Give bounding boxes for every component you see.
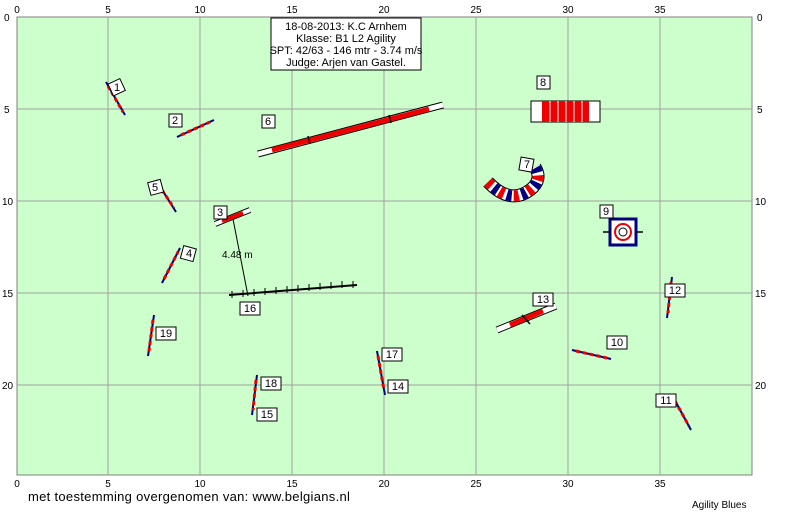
course-info-box: 18-08-2013: K.C Arnhem Klasse: B1 L2 Agi… [270, 17, 423, 71]
obstacle-number: 15 [261, 409, 273, 421]
obstacle-10-hurdle: 10 [571, 335, 628, 360]
obstacle-number: 3 [217, 207, 223, 219]
info-spt: SPT: 42/63 - 146 mtr - 3.74 m/s [270, 45, 423, 57]
x-tick-label: 10 [194, 5, 206, 16]
x-tick-label: 0 [14, 479, 20, 490]
obstacle-number: 5 [152, 182, 158, 194]
brand-text: Agility Blues [692, 500, 747, 511]
x-tick-label: 0 [14, 5, 20, 16]
obstacle-number: 19 [160, 328, 172, 340]
x-tick-label: 25 [470, 5, 482, 16]
obstacle-7-tunnel: 7 [483, 156, 545, 203]
obstacle-number: 13 [537, 294, 549, 306]
info-event: 18-08-2013: K.C Arnhem [285, 21, 407, 33]
y-axis-right: 0 5 10 15 20 [755, 13, 767, 392]
x-tick-label: 5 [105, 5, 111, 16]
obstacle-number: 2 [172, 115, 178, 127]
x-tick-label: 15 [286, 479, 298, 490]
y-tick-label: 20 [2, 381, 14, 392]
x-tick-label: 35 [654, 5, 666, 16]
obstacle-number: 7 [524, 159, 530, 171]
x-tick-label: 35 [654, 479, 666, 490]
y-tick-label: 15 [755, 289, 767, 300]
y-tick-label: 5 [757, 105, 763, 116]
obstacle-number: 12 [669, 285, 681, 297]
y-tick-label: 20 [755, 381, 767, 392]
obstacle-5-hurdle: 5 [147, 178, 177, 213]
obstacle-15-18-hurdle: 18 15 [251, 374, 282, 422]
y-axis-left: 0 5 10 15 20 [2, 13, 14, 392]
x-tick-label: 30 [562, 479, 574, 490]
x-tick-label: 5 [105, 479, 111, 490]
obstacle-number: 18 [265, 378, 277, 390]
obstacle-number: 4 [186, 248, 192, 260]
obstacle-13-seesaw: 13 [495, 292, 558, 334]
y-tick-label: 5 [4, 105, 10, 116]
obstacle-number: 16 [244, 303, 256, 315]
obstacle-number: 8 [540, 77, 546, 89]
obstacle-4-hurdle: 4 [161, 245, 197, 284]
obstacle-number: 9 [603, 206, 609, 218]
credit-text: met toestemming overgenomen van: www.bel… [28, 489, 351, 504]
y-tick-label: 0 [4, 13, 10, 24]
x-tick-label: 25 [470, 479, 482, 490]
x-tick-label: 15 [286, 5, 298, 16]
x-axis-bottom: 0 5 10 15 20 25 30 35 [14, 479, 666, 490]
y-tick-label: 10 [755, 197, 767, 208]
y-tick-label: 15 [2, 289, 14, 300]
obstacle-11-hurdle: 11 [655, 393, 692, 431]
obstacle-12-hurdle: 12 [664, 276, 686, 319]
x-tick-label: 30 [562, 5, 574, 16]
obstacle-1-hurdle: 1 [105, 77, 126, 116]
obstacle-3-jump: 3 [213, 205, 252, 227]
distance-label: 4.48 m [222, 250, 253, 261]
y-tick-label: 10 [2, 197, 14, 208]
x-tick-label: 10 [194, 479, 206, 490]
x-tick-label: 20 [378, 479, 390, 490]
obstacle-9-table: 9 [599, 204, 643, 247]
obstacle-2-hurdle: 2 [168, 113, 215, 138]
y-tick-label: 0 [757, 13, 763, 24]
obstacle-number: 14 [392, 381, 404, 393]
obstacle-19-hurdle: 19 [147, 314, 177, 357]
obstacle-number: 17 [386, 349, 398, 361]
obstacle-6-dogwalk: 6 [257, 101, 444, 158]
obstacle-number: 1 [114, 82, 120, 94]
distance-measure: 4.48 m [222, 218, 253, 297]
info-class: Klasse: B1 L2 Agility [296, 33, 396, 45]
obstacle-16-weave: 16 [228, 281, 358, 316]
x-tick-label: 20 [378, 5, 390, 16]
obstacle-number: 6 [265, 116, 271, 128]
x-axis-top: 0 5 10 15 20 25 30 35 [14, 5, 666, 16]
obstacle-14-17-hurdle: 17 14 [376, 347, 409, 396]
obstacle-number: 11 [660, 395, 671, 407]
obstacle-number: 10 [611, 337, 623, 349]
obstacle-8-tunnel: 8 [530, 75, 601, 123]
info-judge: Judge: Arjen van Gastel. [286, 57, 406, 69]
